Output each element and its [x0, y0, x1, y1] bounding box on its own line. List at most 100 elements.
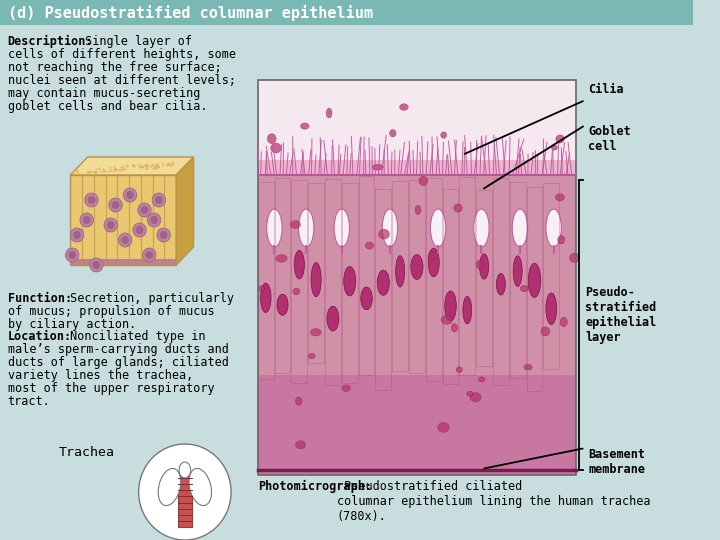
Ellipse shape	[476, 260, 484, 269]
Bar	[342, 183, 358, 383]
Ellipse shape	[441, 132, 446, 138]
Circle shape	[80, 213, 94, 227]
Bar	[544, 183, 559, 369]
Ellipse shape	[570, 253, 580, 262]
Circle shape	[136, 226, 143, 234]
Circle shape	[88, 196, 95, 204]
Ellipse shape	[552, 145, 557, 150]
Circle shape	[85, 193, 98, 207]
Bar	[308, 183, 324, 363]
Circle shape	[138, 203, 151, 217]
Bar	[258, 182, 274, 379]
Ellipse shape	[441, 315, 452, 325]
Ellipse shape	[295, 397, 302, 405]
Ellipse shape	[290, 220, 300, 228]
Ellipse shape	[267, 134, 276, 144]
Bar	[409, 180, 425, 373]
Ellipse shape	[266, 209, 282, 247]
Circle shape	[155, 196, 163, 204]
Ellipse shape	[271, 143, 282, 153]
Ellipse shape	[445, 291, 456, 321]
Ellipse shape	[556, 135, 564, 143]
Text: nuclei seen at different levels;: nuclei seen at different levels;	[8, 74, 235, 87]
Ellipse shape	[189, 468, 212, 505]
Circle shape	[83, 216, 91, 224]
Text: most of the upper respiratory: most of the upper respiratory	[8, 382, 215, 395]
Text: goblet cells and bear cilia.: goblet cells and bear cilia.	[8, 100, 207, 113]
Bar	[71, 175, 176, 265]
Circle shape	[157, 228, 171, 242]
Ellipse shape	[377, 270, 390, 295]
Circle shape	[133, 223, 146, 237]
Text: Nonciliated type in: Nonciliated type in	[63, 330, 205, 343]
Ellipse shape	[361, 287, 372, 310]
Bar	[443, 189, 459, 383]
Bar	[258, 80, 576, 475]
Ellipse shape	[311, 262, 321, 296]
Bar	[258, 80, 576, 160]
Ellipse shape	[456, 367, 462, 373]
Text: not reaching the free surface;: not reaching the free surface;	[8, 61, 222, 74]
Circle shape	[68, 251, 76, 259]
Circle shape	[160, 231, 168, 239]
Circle shape	[139, 444, 231, 540]
Circle shape	[126, 191, 134, 199]
Text: Description:: Description:	[8, 35, 93, 48]
Ellipse shape	[480, 254, 489, 279]
Bar	[325, 179, 341, 385]
Ellipse shape	[326, 108, 332, 118]
Circle shape	[148, 213, 161, 227]
Text: by ciliary action.: by ciliary action.	[8, 318, 136, 331]
Text: variety lines the trachea,: variety lines the trachea,	[8, 369, 193, 382]
Ellipse shape	[158, 468, 181, 505]
Ellipse shape	[258, 286, 265, 292]
Text: may contain mucus-secreting: may contain mucus-secreting	[8, 87, 200, 100]
Ellipse shape	[467, 391, 474, 396]
Bar	[459, 177, 475, 375]
Text: Secretion, particularly: Secretion, particularly	[63, 292, 233, 305]
Circle shape	[123, 188, 137, 202]
Bar	[258, 175, 576, 375]
Bar	[526, 187, 542, 392]
Ellipse shape	[261, 283, 271, 313]
Bar	[292, 180, 307, 383]
Ellipse shape	[390, 130, 396, 137]
Ellipse shape	[474, 209, 489, 247]
Ellipse shape	[334, 209, 349, 247]
Text: Pseudostratified ciliated
columnar epithelium lining the human trachea
(780x).: Pseudostratified ciliated columnar epith…	[337, 480, 650, 523]
Text: Pseudo-
stratified
epithelial
layer: Pseudo- stratified epithelial layer	[585, 286, 657, 344]
Ellipse shape	[294, 251, 305, 279]
Ellipse shape	[179, 462, 191, 478]
Ellipse shape	[419, 176, 428, 185]
Ellipse shape	[555, 194, 564, 201]
Ellipse shape	[557, 235, 564, 244]
Text: male’s sperm-carrying ducts and: male’s sperm-carrying ducts and	[8, 343, 228, 356]
Ellipse shape	[327, 306, 339, 331]
Text: Single layer of: Single layer of	[78, 35, 192, 48]
Ellipse shape	[438, 422, 449, 433]
Circle shape	[66, 248, 79, 262]
Bar	[71, 259, 176, 265]
Circle shape	[143, 248, 156, 262]
Circle shape	[118, 233, 132, 247]
Ellipse shape	[454, 204, 462, 212]
Bar	[258, 375, 576, 475]
Ellipse shape	[428, 252, 438, 259]
Ellipse shape	[496, 273, 505, 295]
Bar	[510, 182, 526, 379]
Ellipse shape	[343, 266, 356, 296]
Ellipse shape	[524, 364, 532, 370]
Bar	[359, 176, 374, 375]
Text: Cilia: Cilia	[588, 83, 624, 96]
Circle shape	[71, 228, 84, 242]
Circle shape	[140, 206, 148, 214]
Text: Trachea: Trachea	[58, 446, 114, 458]
Ellipse shape	[431, 209, 446, 247]
Circle shape	[145, 251, 153, 259]
Ellipse shape	[379, 230, 390, 239]
Circle shape	[150, 216, 158, 224]
Ellipse shape	[546, 293, 557, 325]
Circle shape	[89, 258, 103, 272]
Circle shape	[109, 198, 122, 212]
Ellipse shape	[299, 209, 314, 247]
